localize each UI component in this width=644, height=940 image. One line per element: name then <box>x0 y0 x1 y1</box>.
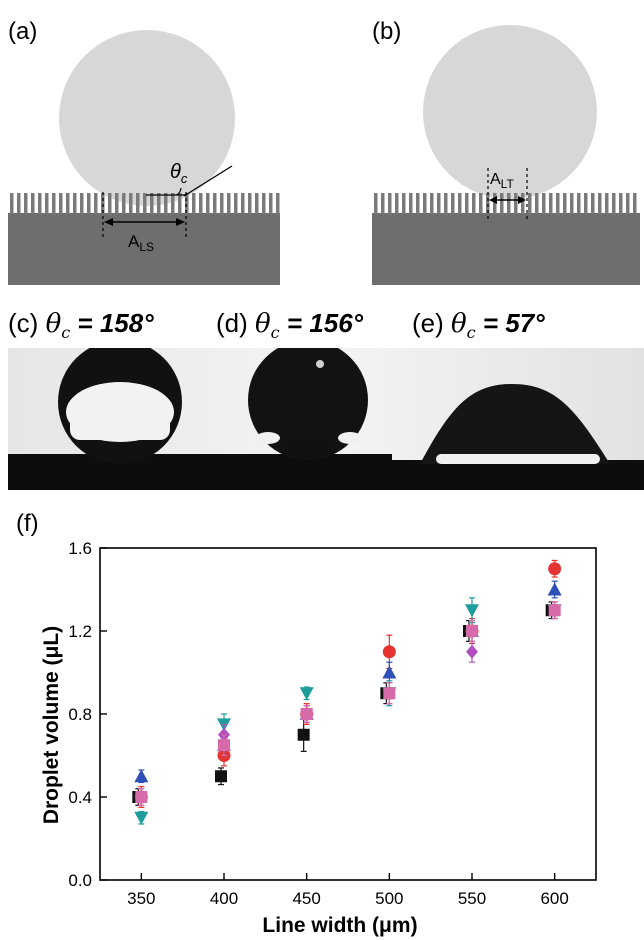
droplet-a <box>59 30 235 206</box>
photo-c <box>8 348 208 490</box>
x-tick-label: 500 <box>375 889 403 908</box>
droplet-volume-chart: 350 400 450 500 550 600 0.0 0.4 0.8 1.2 1.6 Line w… <box>40 539 597 937</box>
schematic-a: θc ALS <box>8 30 280 285</box>
area-lt-label: ALT <box>490 171 514 191</box>
x-tick-label: 450 <box>292 889 320 908</box>
panel-f-label: (f) <box>16 510 39 537</box>
x-tick-label: 600 <box>540 889 568 908</box>
pillars-b <box>374 193 637 214</box>
data-point-triangle-down <box>465 604 479 618</box>
caption-d: (d) θc = 156° <box>216 308 364 343</box>
y-tick-label: 1.6 <box>68 539 92 558</box>
data-point-square <box>297 728 310 741</box>
data-point-triangle-up <box>382 665 397 679</box>
y-axis-label: Droplet volume (μL) <box>40 626 63 824</box>
data-point-triangle-up <box>547 582 562 596</box>
data-point-square <box>383 687 396 700</box>
data-point-square <box>548 604 561 617</box>
x-tick-label: 350 <box>127 889 155 908</box>
substrate-a <box>8 213 280 285</box>
droplet-b <box>423 25 597 199</box>
photo-e <box>392 384 644 490</box>
data-point-square <box>215 770 227 783</box>
pillars-a <box>10 193 280 214</box>
theta-c-label-a: θc <box>170 161 188 186</box>
caption-c: (c) θc = 158° <box>8 308 154 343</box>
caption-e: (e) θc = 57° <box>412 308 545 343</box>
photo-d <box>208 348 392 490</box>
y-tick-label: 1.2 <box>68 622 92 641</box>
y-tick-label: 0.4 <box>68 788 92 807</box>
data-point-triangle-down <box>134 811 149 825</box>
data-point-circle <box>548 562 562 576</box>
schematic-b: ALT <box>372 25 640 285</box>
y-tick-label: 0.0 <box>68 871 92 890</box>
data-point-square <box>300 708 313 720</box>
plot-frame <box>99 547 597 881</box>
data-point-circle <box>382 645 396 659</box>
droplet-photos <box>8 348 644 490</box>
data-point-square <box>135 791 148 803</box>
x-tick-label: 400 <box>210 889 238 908</box>
panel-a-label: (a) <box>8 18 38 45</box>
y-tick-label: 0.8 <box>68 705 92 724</box>
data-point-square <box>218 739 230 752</box>
area-ls-label: ALS <box>128 232 154 254</box>
data-point-triangle-up <box>134 769 149 783</box>
data-point-diamond <box>466 644 478 659</box>
data-point-square <box>466 625 478 637</box>
x-axis-label: Line width (μm) <box>262 914 417 937</box>
panel-b-label: (b) <box>372 18 402 45</box>
data-point-triangle-down <box>299 687 314 701</box>
x-tick-label: 550 <box>458 889 486 908</box>
substrate-b <box>372 213 640 285</box>
